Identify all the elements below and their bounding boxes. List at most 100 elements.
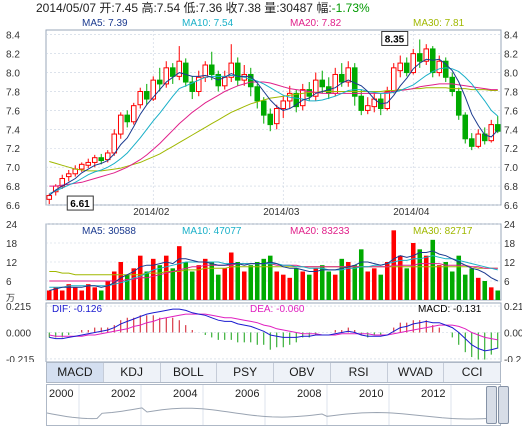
candle-body — [403, 62, 410, 74]
candle-body — [195, 76, 202, 92]
tab-macd[interactable]: MACD — [47, 363, 104, 382]
volume-bar — [274, 271, 280, 300]
price-panel-ytick-right: 7.0 — [504, 163, 518, 174]
candle-body — [468, 138, 475, 147]
macd-panel-ytick-left: 0.000 — [6, 329, 31, 340]
volume-bar — [209, 262, 215, 300]
macd-panel-ytick-left: -0.215 — [6, 355, 35, 362]
candle-body — [156, 79, 163, 85]
tab-cci[interactable]: CCI — [461, 365, 483, 379]
quote-close-label: 收 — [225, 1, 238, 15]
volume-bar — [423, 255, 429, 300]
macd-panel-ytick-right: -0.215 — [504, 355, 522, 362]
candle-body — [124, 114, 131, 123]
volume-bar — [345, 262, 351, 300]
volume-bar — [215, 274, 221, 300]
volume-bar — [332, 274, 338, 300]
volume-bar — [397, 255, 403, 300]
macd-legend-macd: MACD: -0.131 — [418, 304, 482, 315]
candle-body — [46, 195, 53, 200]
price-ma20-line — [49, 81, 498, 187]
volume-panel-ytick-right: 12 — [504, 258, 516, 269]
volume-bar — [475, 277, 481, 300]
tab-kdj[interactable]: KDJ — [104, 363, 161, 382]
candle-body — [247, 73, 254, 88]
volume-bar — [358, 249, 364, 300]
candle-body — [410, 53, 417, 74]
price-panel-ytick-left: 8.2 — [6, 50, 20, 61]
price-panel-ytick-right: 7.4 — [504, 125, 518, 136]
tab-rsi[interactable]: RSI — [331, 363, 388, 382]
time-range-navigator[interactable]: 2000 2002 2004 2006 2008 2010 2012 — [46, 384, 501, 426]
candle-body — [299, 89, 306, 107]
candle-body — [273, 108, 280, 125]
tab-psy[interactable]: PSY — [217, 363, 274, 382]
quote-low-label: 低: — [183, 1, 199, 15]
volume-bar — [365, 271, 371, 300]
candle-body — [293, 92, 300, 108]
volume-bar — [443, 262, 449, 300]
tab-obv[interactable]: OBV — [274, 363, 331, 382]
tab-boll[interactable]: BOLL — [161, 363, 218, 382]
volume-bar — [306, 274, 312, 300]
volume-bar — [111, 271, 117, 300]
price-panel-ytick-right: 8.2 — [504, 50, 518, 61]
volume-ma20-line — [49, 263, 498, 282]
candle-body — [221, 76, 228, 87]
volume-bar — [222, 268, 228, 300]
volume-bar — [228, 252, 234, 300]
range-year-label: 2000 — [49, 388, 73, 400]
candle-body — [267, 113, 274, 126]
volume-bar — [196, 265, 202, 300]
range-handle-right[interactable] — [498, 386, 509, 424]
volume-legend-ma5: MA5: 30588 — [82, 226, 136, 237]
volume-bar — [170, 268, 176, 300]
candle-body — [98, 157, 105, 162]
volume-panel-ytick-right: 18 — [504, 239, 516, 250]
volume-panel-ytick-left: 12 — [6, 258, 18, 269]
candle-body — [488, 124, 495, 142]
candle-body — [104, 152, 111, 161]
volume-bar — [53, 287, 59, 300]
range-overview-line — [47, 407, 498, 420]
volume-bar — [410, 243, 416, 300]
volume-panel-ytick-left: 24 — [6, 220, 18, 231]
volume-bar — [488, 287, 494, 300]
volume-bar — [241, 271, 247, 300]
price-panel-ytick-right: 7.6 — [504, 106, 518, 117]
macd-panel-frame — [45, 302, 502, 362]
candle-body — [85, 161, 92, 166]
macd-legend-dea: DEA: -0.060 — [250, 304, 305, 315]
volume-bar — [287, 277, 293, 300]
price-panel-ytick-left: 7.2 — [6, 144, 20, 155]
macd-panel-ytick-right: 0.215 — [504, 302, 522, 313]
quote-close: 7.38 — [237, 1, 261, 15]
volume-bar — [456, 255, 462, 300]
indicator-tab-bar: MACD KDJ BOLL PSY OBV RSI WVAD CCI — [46, 362, 501, 383]
quote-low: 7.36 — [198, 1, 223, 15]
volume-bar — [124, 274, 130, 300]
candle-body — [260, 100, 267, 116]
range-year-label: 2012 — [421, 388, 445, 400]
volume-bar — [313, 268, 319, 300]
candle-body — [111, 133, 118, 154]
volume-bar — [495, 290, 501, 300]
candle-body — [338, 73, 345, 83]
macd-panel-ytick-left: 0.215 — [6, 302, 31, 313]
price-panel-ytick-right: 7.8 — [504, 87, 518, 98]
volume-bar — [85, 284, 91, 300]
tab-wvad[interactable]: WVAD — [388, 363, 445, 382]
macd-legend-dif: DIF: -0.126 — [52, 304, 102, 315]
volume-bar — [449, 271, 455, 300]
min-price-label: 6.61 — [70, 199, 90, 210]
candle-body — [423, 48, 430, 62]
volume-bar — [482, 281, 488, 300]
volume-bar — [46, 290, 52, 300]
volume-bar — [352, 265, 358, 300]
macd-dea-line — [49, 313, 498, 341]
range-handle-left[interactable] — [486, 386, 497, 424]
volume-bar — [436, 265, 442, 300]
volume-bar — [105, 281, 111, 300]
candle-body — [228, 62, 235, 78]
range-year-label: 2004 — [173, 388, 197, 400]
